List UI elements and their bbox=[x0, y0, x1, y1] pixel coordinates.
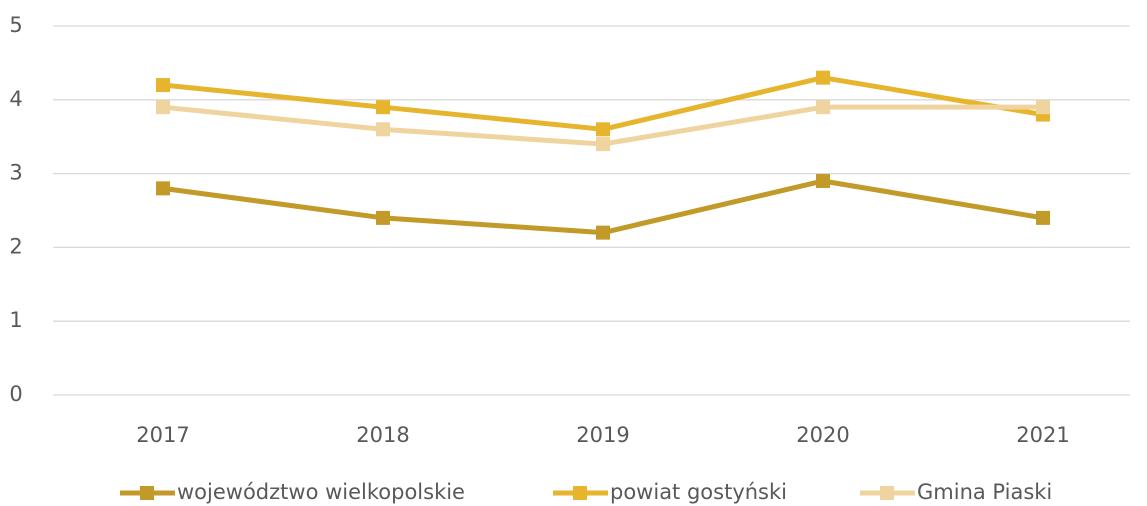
marker bbox=[816, 173, 830, 188]
marker bbox=[816, 70, 830, 85]
legend-marker bbox=[140, 486, 154, 500]
marker bbox=[156, 78, 170, 93]
series-line bbox=[162, 178, 1044, 236]
marker bbox=[376, 122, 390, 137]
marker bbox=[816, 100, 830, 115]
y-tick-label: 4 bbox=[9, 87, 22, 111]
x-tick-label: 2019 bbox=[576, 423, 629, 447]
y-tick-label: 5 bbox=[9, 13, 22, 37]
y-tick-label: 3 bbox=[9, 161, 22, 185]
y-tick-label: 2 bbox=[9, 234, 22, 258]
y-tick-label: 1 bbox=[9, 308, 22, 332]
marker bbox=[1036, 100, 1050, 115]
marker bbox=[596, 122, 610, 137]
marker bbox=[156, 100, 170, 115]
marker bbox=[1036, 210, 1050, 225]
x-tick-label: 2017 bbox=[136, 423, 189, 447]
legend-label: Gmina Piaski bbox=[917, 480, 1052, 504]
x-tick-label: 2020 bbox=[796, 423, 849, 447]
y-tick-label: 0 bbox=[9, 382, 22, 406]
legend-label: województwo wielkopolskie bbox=[177, 480, 465, 504]
legend-marker bbox=[880, 486, 894, 500]
x-tick-label: 2021 bbox=[1016, 423, 1069, 447]
legend-label: powiat gostyński bbox=[610, 480, 787, 504]
marker bbox=[596, 137, 610, 152]
legend-marker bbox=[573, 486, 587, 500]
marker bbox=[376, 210, 390, 225]
x-tick-label: 2018 bbox=[356, 423, 409, 447]
marker bbox=[156, 181, 170, 196]
marker bbox=[596, 225, 610, 240]
marker bbox=[376, 100, 390, 115]
